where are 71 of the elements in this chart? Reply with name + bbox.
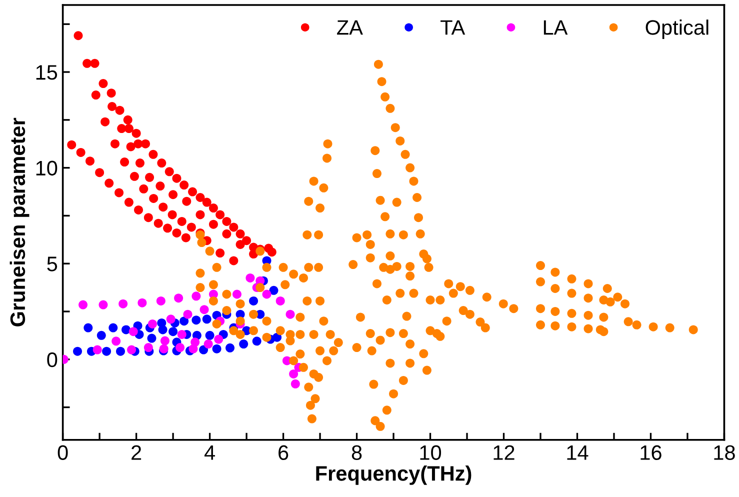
- y-tick-label: 5: [47, 256, 58, 272]
- point: [199, 345, 208, 354]
- point: [148, 319, 157, 328]
- point: [290, 379, 300, 388]
- y-tick-label: 10: [36, 160, 58, 176]
- point: [96, 330, 106, 340]
- point: [176, 343, 185, 352]
- point: [73, 346, 82, 356]
- point: [144, 343, 153, 352]
- point: [276, 296, 285, 306]
- x-tick-label: 0: [58, 445, 68, 460]
- point: [183, 310, 192, 319]
- point: [190, 338, 200, 347]
- point: [239, 340, 248, 349]
- point: [118, 299, 128, 308]
- x-tick-label: 2: [132, 445, 142, 460]
- point: [174, 294, 184, 303]
- x-axis-title: Frequency(THz): [316, 466, 472, 485]
- point: [127, 345, 136, 354]
- x-tick-label: 10: [420, 445, 442, 460]
- point: [122, 325, 131, 334]
- point: [160, 336, 170, 346]
- legend-label: TA: [440, 20, 466, 35]
- x-tick-label: 16: [640, 445, 662, 460]
- x-tick-label: 12: [494, 445, 514, 460]
- point: [212, 344, 222, 354]
- point: [138, 298, 147, 308]
- x-tick-label: 8: [352, 445, 362, 460]
- point: [108, 323, 118, 332]
- point: [252, 336, 262, 346]
- x-tick-label: 14: [567, 445, 588, 460]
- point: [116, 346, 126, 356]
- point: [168, 327, 178, 336]
- point: [102, 346, 112, 356]
- legend-label: LA: [544, 20, 568, 35]
- legend-label: ZA: [337, 20, 363, 35]
- point: [84, 323, 93, 332]
- point: [226, 343, 235, 352]
- point: [214, 334, 224, 344]
- point: [112, 336, 121, 346]
- point: [166, 314, 176, 324]
- point: [249, 296, 258, 306]
- point: [192, 292, 201, 301]
- point: [180, 316, 189, 326]
- point: [200, 305, 209, 314]
- point: [202, 314, 212, 324]
- point: [98, 300, 108, 310]
- point: [205, 330, 214, 340]
- y-tick-label: 15: [36, 65, 58, 80]
- point: [204, 340, 213, 349]
- point: [78, 300, 88, 310]
- point: [232, 290, 242, 299]
- point: [269, 286, 278, 295]
- point: [262, 290, 272, 299]
- point: [128, 327, 138, 336]
- point: [147, 334, 156, 343]
- point: [192, 316, 201, 325]
- legend-label: Optical: [646, 20, 708, 39]
- x-tick-label: 4: [204, 445, 215, 460]
- point: [158, 325, 168, 334]
- point: [156, 296, 166, 306]
- point: [286, 310, 295, 319]
- point: [246, 273, 255, 282]
- x-tick-label: 18: [714, 445, 735, 460]
- y-axis-title: Gruneisen parameter: [10, 118, 30, 326]
- y-tick-label: 0: [47, 352, 58, 368]
- point: [289, 369, 298, 378]
- x-tick-label: 6: [278, 445, 288, 460]
- point: [272, 332, 282, 342]
- point: [177, 330, 186, 339]
- point: [92, 345, 102, 354]
